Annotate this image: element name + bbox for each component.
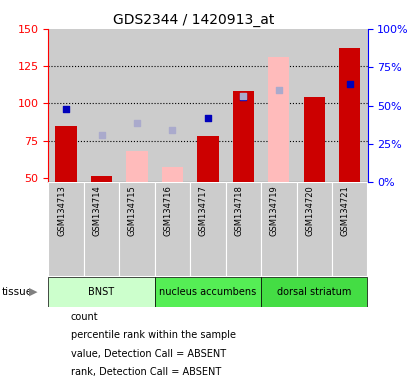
Bar (297, 29, 332, 182)
Bar (48, 277, 155, 306)
Bar (233, 91, 254, 182)
Point (98, 132, 105, 138)
Bar (84, 182, 119, 276)
Bar (339, 48, 360, 182)
Text: GSM134721: GSM134721 (341, 185, 350, 236)
Text: GSM134715: GSM134715 (128, 185, 137, 236)
Point (240, 94, 247, 101)
Point (240, 93, 247, 99)
Point (134, 120, 140, 126)
Text: count: count (71, 312, 98, 322)
Bar (261, 29, 297, 182)
Text: percentile rank within the sample: percentile rank within the sample (71, 330, 236, 340)
Text: GSM134717: GSM134717 (199, 185, 208, 236)
Text: dorsal striatum: dorsal striatum (277, 287, 352, 297)
Bar (48, 29, 84, 182)
Bar (190, 29, 226, 182)
Bar (55, 126, 77, 182)
Text: value, Detection Call = ABSENT: value, Detection Call = ABSENT (71, 349, 226, 359)
Point (169, 127, 176, 133)
Text: GDS2344 / 1420913_at: GDS2344 / 1420913_at (113, 13, 274, 27)
Bar (297, 182, 332, 276)
Point (346, 81, 353, 87)
Bar (261, 182, 297, 276)
Text: GSM134714: GSM134714 (92, 185, 102, 236)
Text: BNST: BNST (89, 287, 115, 297)
Bar (119, 29, 155, 182)
Bar (268, 57, 289, 182)
Bar (155, 182, 190, 276)
Point (205, 115, 211, 121)
Bar (190, 182, 226, 276)
Bar (155, 29, 190, 182)
Point (63, 106, 69, 113)
Text: rank, Detection Call = ABSENT: rank, Detection Call = ABSENT (71, 367, 221, 377)
Text: nucleus accumbens: nucleus accumbens (159, 287, 257, 297)
Text: GSM134713: GSM134713 (57, 185, 66, 236)
Bar (126, 151, 147, 182)
Bar (84, 29, 119, 182)
Bar (332, 182, 368, 276)
Text: GSM134718: GSM134718 (234, 185, 243, 236)
Text: tissue: tissue (2, 287, 33, 297)
Text: GSM134716: GSM134716 (163, 185, 173, 236)
Text: GSM134720: GSM134720 (305, 185, 314, 236)
Bar (197, 136, 218, 182)
Bar (162, 167, 183, 182)
Bar (119, 182, 155, 276)
Text: GSM134719: GSM134719 (270, 185, 279, 236)
Bar (91, 176, 112, 182)
Text: ▶: ▶ (29, 287, 37, 297)
Bar (226, 182, 261, 276)
Bar (48, 182, 84, 276)
Bar (304, 98, 325, 182)
Bar (155, 277, 261, 306)
Bar (332, 29, 368, 182)
Point (276, 87, 282, 93)
Bar (261, 277, 368, 306)
Bar (226, 29, 261, 182)
